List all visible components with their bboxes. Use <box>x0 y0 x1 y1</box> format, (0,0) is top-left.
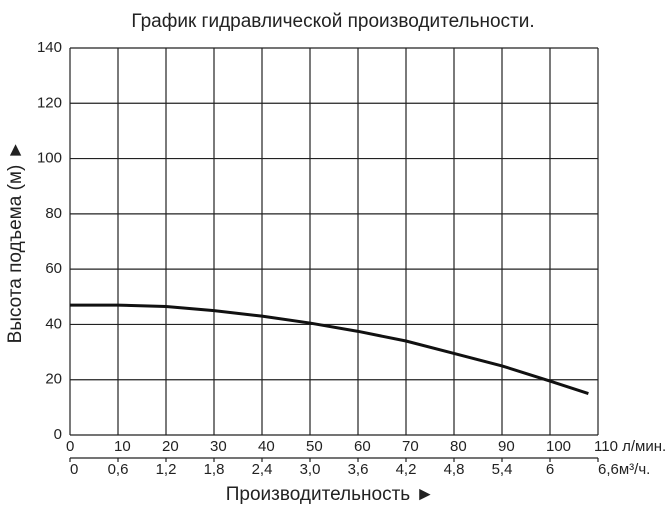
y-tick-label: 100 <box>37 150 62 167</box>
x2-tick-label: 0,6 <box>108 461 129 478</box>
x-tick-label: 100 <box>546 438 571 455</box>
x-tick-label: 30 <box>210 438 227 455</box>
x2-tick-label: 6 <box>546 461 554 478</box>
line-series <box>70 303 589 395</box>
y-tick-label: 80 <box>45 205 62 222</box>
x-tick-label: 90 <box>498 438 515 455</box>
x-tick-label: 0 <box>66 438 74 455</box>
x-axis-title: Производительность ► <box>226 484 435 505</box>
y-tick-label: 20 <box>45 371 62 388</box>
y-tick-label: 120 <box>37 94 62 111</box>
x2-tick-label: 2,4 <box>252 461 273 478</box>
x2-tick-label: 1,8 <box>204 461 225 478</box>
x2-tick-label: 3,0 <box>300 461 321 478</box>
x-tick-label: 40 <box>258 438 275 455</box>
x-tick-label: 110 л/мин. <box>594 438 666 455</box>
x2-tick-label: 3,6 <box>348 461 369 478</box>
y-tick-label: 40 <box>45 315 62 332</box>
x-tick-label: 20 <box>162 438 179 455</box>
x-tick-label: 60 <box>354 438 371 455</box>
x-tick-label: 50 <box>306 438 323 455</box>
x-tick-label: 70 <box>402 438 419 455</box>
y-axis-title: Высота подъема (м) ► <box>5 141 26 344</box>
x2-tick-label: 4,8 <box>444 461 465 478</box>
y-tick-label: 60 <box>45 260 62 277</box>
x2-tick-label: 0 <box>70 461 78 478</box>
x-tick-label: 10 <box>114 438 131 455</box>
x-tick-label: 80 <box>450 438 467 455</box>
y-tick-label: 140 <box>37 39 62 56</box>
y-tick-label: 0 <box>54 426 62 443</box>
x2-tick-label: 1,2 <box>156 461 177 478</box>
chart-title: График гидравлической производительности… <box>131 11 534 32</box>
x2-tick-label: 4,2 <box>396 461 417 478</box>
x2-tick-label: 5,4 <box>492 461 513 478</box>
x2-tick-label: 6,6м³/ч. <box>598 461 650 478</box>
